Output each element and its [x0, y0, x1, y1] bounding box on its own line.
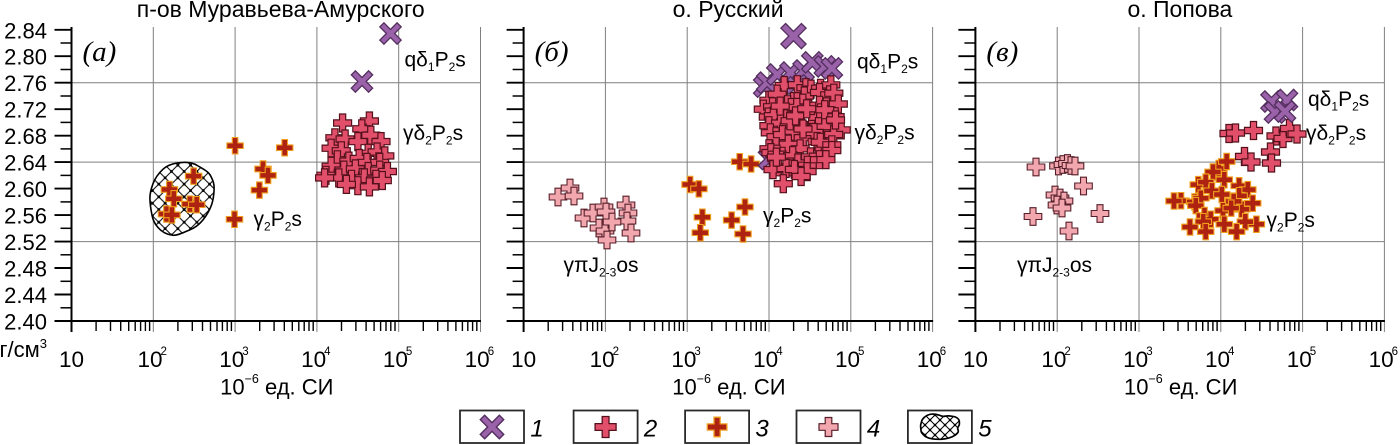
svg-text:6: 6 [488, 346, 494, 358]
svg-text:2.80: 2.80 [4, 45, 47, 70]
svg-text:4: 4 [1228, 346, 1235, 358]
svg-text:6: 6 [940, 346, 946, 358]
svg-text:10: 10 [835, 347, 860, 372]
svg-text:2.68: 2.68 [4, 124, 47, 149]
svg-text:10: 10 [1287, 347, 1312, 372]
svg-text:10: 10 [301, 347, 326, 372]
svg-text:2.84: 2.84 [4, 18, 47, 43]
svg-text:2: 2 [160, 346, 166, 358]
svg-text:3: 3 [242, 346, 248, 358]
svg-text:4: 4 [776, 346, 783, 358]
svg-text:2.48: 2.48 [4, 257, 47, 282]
svg-text:2.56: 2.56 [4, 204, 47, 229]
svg-text:2.72: 2.72 [4, 98, 47, 123]
svg-text:2.40: 2.40 [4, 310, 47, 335]
svg-text:2.64: 2.64 [4, 151, 47, 176]
svg-text:10: 10 [1205, 347, 1230, 372]
svg-text:γδ2P2s: γδ2P2s [855, 122, 915, 148]
svg-text:10: 10 [1041, 347, 1066, 372]
svg-text:(б): (б) [535, 36, 569, 68]
svg-text:4: 4 [324, 346, 331, 358]
svg-text:5: 5 [406, 346, 412, 358]
svg-text:3: 3 [755, 416, 769, 443]
svg-text:γ2P2s: γ2P2s [1267, 209, 1315, 235]
svg-text:10: 10 [1123, 347, 1148, 372]
svg-text:5: 5 [978, 416, 992, 443]
svg-text:4: 4 [867, 416, 880, 443]
svg-text:γ2P2s: γ2P2s [763, 205, 811, 231]
svg-text:γδ2P2s: γδ2P2s [403, 122, 463, 148]
svg-text:γδ2P2s: γδ2P2s [1306, 122, 1366, 148]
svg-text:10: 10 [963, 347, 988, 372]
svg-text:10: 10 [753, 347, 778, 372]
svg-text:10: 10 [465, 347, 490, 372]
svg-text:10: 10 [219, 347, 244, 372]
svg-text:2: 2 [613, 346, 619, 358]
svg-text:г/см3: г/см3 [0, 336, 47, 362]
svg-text:10: 10 [511, 347, 536, 372]
svg-text:5: 5 [1310, 346, 1316, 358]
svg-text:γπJ2-3os: γπJ2-3os [564, 254, 639, 280]
svg-text:10: 10 [671, 347, 696, 372]
svg-text:(в): (в) [986, 36, 1018, 68]
svg-text:qδ1P2s: qδ1P2s [857, 50, 918, 76]
svg-text:1: 1 [530, 416, 543, 443]
svg-text:2.76: 2.76 [4, 71, 47, 96]
svg-text:10: 10 [59, 347, 84, 372]
svg-text:10: 10 [1369, 347, 1394, 372]
svg-text:о. Русский: о. Русский [673, 0, 784, 22]
svg-text:3: 3 [694, 346, 700, 358]
svg-text:10−6 ед. СИ: 10−6 ед. СИ [1124, 372, 1237, 400]
svg-text:о. Попова: о. Попова [1127, 0, 1232, 22]
svg-text:γ2P2s: γ2P2s [254, 208, 302, 234]
svg-text:10: 10 [917, 347, 942, 372]
svg-text:2.60: 2.60 [4, 177, 47, 202]
svg-text:п-ов Муравьева-Амурского: п-ов Муравьева-Амурского [137, 0, 425, 22]
svg-text:2: 2 [1064, 346, 1070, 358]
svg-text:10−6 ед. СИ: 10−6 ед. СИ [672, 372, 785, 400]
svg-text:6: 6 [1392, 346, 1398, 358]
svg-text:10: 10 [137, 347, 162, 372]
svg-text:10: 10 [590, 347, 615, 372]
svg-text:5: 5 [858, 346, 864, 358]
svg-text:10−6 ед. СИ: 10−6 ед. СИ [220, 372, 333, 400]
svg-text:(а): (а) [83, 36, 117, 68]
svg-text:2.52: 2.52 [4, 230, 47, 255]
svg-text:2.44: 2.44 [4, 283, 47, 308]
svg-text:qδ1P2s: qδ1P2s [405, 48, 466, 74]
svg-text:2: 2 [643, 416, 657, 443]
svg-text:3: 3 [1146, 346, 1152, 358]
svg-text:qδ1P2s: qδ1P2s [1308, 88, 1369, 114]
svg-text:10: 10 [383, 347, 408, 372]
